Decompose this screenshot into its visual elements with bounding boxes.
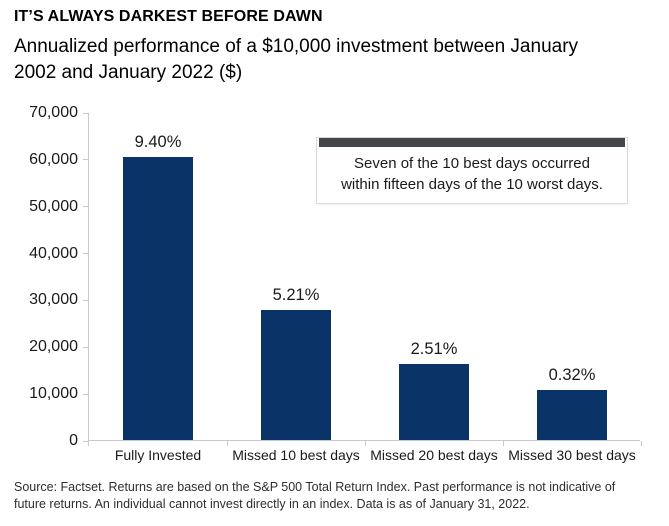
x-tick-mark (364, 441, 366, 446)
y-tick-mark (83, 393, 89, 395)
source-note-line1: Source: Factset. Returns are based on th… (14, 480, 616, 494)
x-category-label-missed-10-best-days: Missed 10 best days (232, 447, 360, 463)
y-tick-label: 40,000 (29, 244, 78, 262)
bar-value-label-missed-10-best-days: 5.21% (272, 286, 320, 305)
y-tick-label: 10,000 (29, 385, 78, 403)
y-tick-mark (83, 440, 89, 442)
bar-value-label-missed-20-best-days: 2.51% (410, 339, 458, 358)
callout-box: Seven of the 10 best days occurred withi… (316, 137, 628, 204)
x-tick-mark (502, 441, 504, 446)
y-tick-mark (83, 206, 89, 208)
chart-title: IT’S ALWAYS DARKEST BEFORE DAWN (14, 8, 323, 25)
y-tick-label: 0 (69, 432, 78, 449)
y-tick-mark (83, 112, 89, 114)
y-tick-label: 20,000 (29, 338, 78, 356)
bar-fully-invested (123, 157, 193, 440)
bar-value-label-fully-invested: 9.40% (134, 133, 182, 152)
x-category-label-missed-20-best-days: Missed 20 best days (370, 447, 498, 463)
bar-missed-20-best-days (399, 363, 469, 440)
source-note: Source: Factset. Returns are based on th… (14, 479, 666, 513)
callout-text-line1: Seven of the 10 best days occurred (354, 155, 590, 172)
x-tick-mark (640, 441, 642, 446)
bar-missed-10-best-days (261, 310, 331, 440)
y-tick-mark (83, 159, 89, 161)
y-axis: 70,000 60,000 50,000 40,000 30,000 20,000 10,0… (0, 104, 78, 449)
bar-missed-30-best-days (537, 389, 607, 440)
y-tick-mark (83, 299, 89, 301)
chart-subtitle-line2: 2002 and January 2022 ($) (14, 62, 243, 83)
callout-accent-bar (319, 138, 625, 147)
y-tick-label: 60,000 (29, 150, 78, 168)
chart-subtitle: Annualized performance of a $10,000 inve… (14, 34, 578, 86)
callout-text-line2: within fifteen days of the 10 worst days… (341, 176, 603, 193)
x-category-label-missed-30-best-days: Missed 30 best days (508, 447, 636, 463)
bar-chart-plot-area: 9.40% Fully Invested 5.21% Missed 10 best d… (83, 112, 642, 463)
y-tick-label: 50,000 (29, 197, 78, 215)
bar-value-label-missed-30-best-days: 0.32% (548, 365, 596, 384)
y-tick-label: 70,000 (29, 104, 78, 121)
y-tick-mark (83, 346, 89, 348)
callout-text: Seven of the 10 best days occurred withi… (317, 147, 627, 203)
x-category-label-fully-invested: Fully Invested (114, 447, 202, 463)
x-tick-mark (226, 441, 228, 446)
x-tick-mark (88, 441, 89, 446)
chart-subtitle-line1: Annualized performance of a $10,000 inve… (14, 36, 579, 57)
y-tick-label: 30,000 (29, 291, 78, 309)
source-note-line2: future returns. An individual cannot inv… (14, 497, 530, 511)
y-tick-mark (83, 253, 89, 255)
